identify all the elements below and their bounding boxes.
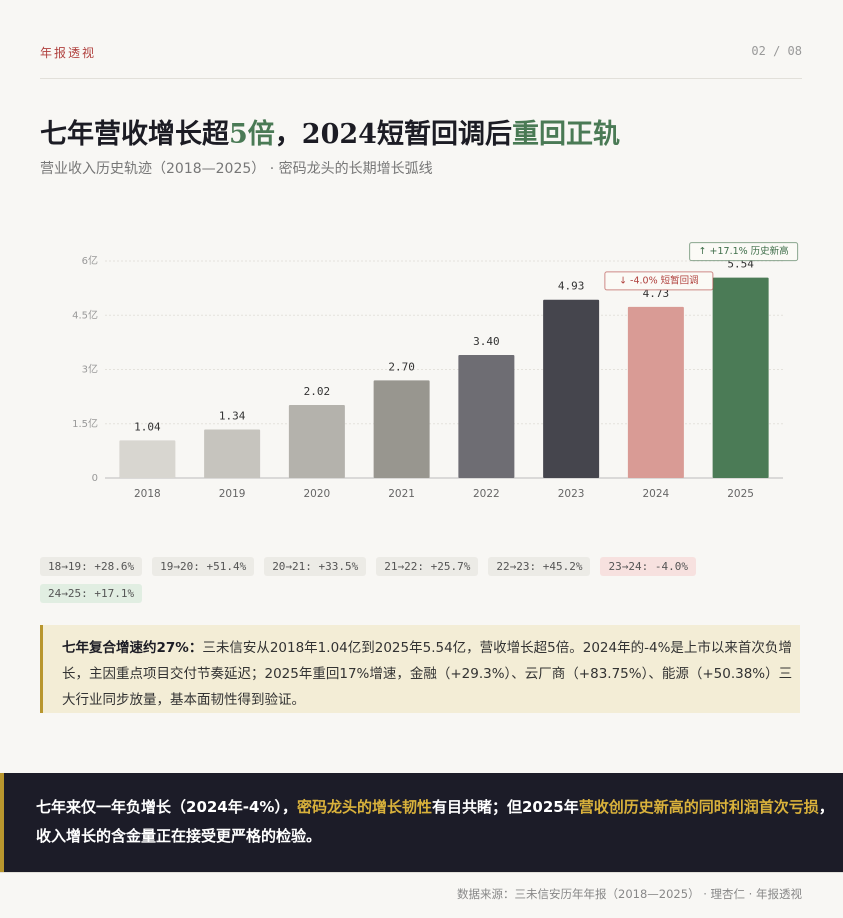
bar xyxy=(543,299,600,478)
banner-segment: 有目共睹；但2025年 xyxy=(431,798,579,816)
callout-body: 三未信安从2018年1.04亿到2025年5.54亿，营收增长超5倍。2024年… xyxy=(62,640,793,708)
bar xyxy=(373,380,430,478)
growth-tag: 19→20: +51.4% xyxy=(152,557,255,576)
value-label: 2.70 xyxy=(388,360,415,373)
section-label: 年报透视 xyxy=(40,46,97,60)
y-tick-label: 4.5亿 xyxy=(72,308,98,321)
growth-tag: 24→25: +17.1% xyxy=(40,584,143,603)
y-tick-label: 6亿 xyxy=(82,254,98,267)
banner: 七年来仅一年负增长（2024年-4%），密码龙头的增长韧性有目共睹；但2025年… xyxy=(0,773,843,872)
annotation: ↓ -4.0% 短暂回调 xyxy=(619,274,699,286)
growth-tag: 23→24: -4.0% xyxy=(600,557,696,576)
growth-tag: 21→22: +25.7% xyxy=(376,557,479,576)
title-segment: 重回正轨 xyxy=(511,119,620,150)
x-tick-label: 2018 xyxy=(134,488,161,500)
title-segment: ，2024短暂回调后 xyxy=(274,119,512,150)
annotation-box xyxy=(604,271,714,291)
growth-tags: 18→19: +28.6% 19→20: +51.4% 20→21: +33.5% 2… xyxy=(40,557,740,603)
callout-lead: 七年复合增速约27%： xyxy=(62,640,203,656)
growth-tag: 18→19: +28.6% xyxy=(40,557,143,576)
growth-tag: 22→23: +45.2% xyxy=(488,557,591,576)
banner-segment: 营收创历史新高的同时利润首次亏损 xyxy=(578,798,819,816)
bar xyxy=(288,404,345,478)
growth-tag: 20→21: +33.5% xyxy=(264,557,367,576)
banner-segment: 七年来仅一年负增长（2024年-4%）， xyxy=(36,798,297,816)
annotation: ↑ +17.1% 历史新高 xyxy=(699,245,789,257)
subtitle: 营业收入历史轨迹（2018—2025） · 密码龙头的长期增长弧线 xyxy=(40,161,433,177)
page-number: 02 / 08 xyxy=(751,44,802,58)
bar xyxy=(627,306,684,478)
y-tick-label: 0 xyxy=(92,473,98,484)
bar xyxy=(458,355,515,478)
x-tick-label: 2024 xyxy=(643,488,670,500)
banner-segment: ，收入增长的含金量正在接受更严格的检验。 xyxy=(36,798,834,845)
bar xyxy=(712,277,769,478)
value-label: 1.34 xyxy=(219,410,246,423)
title: 七年营收增长超5倍，2024短暂回调后重回正轨 xyxy=(40,112,620,151)
y-tick-label: 1.5亿 xyxy=(72,417,98,430)
value-label: 3.40 xyxy=(473,335,500,348)
x-tick-label: 2022 xyxy=(473,488,500,500)
title-segment: 七年营收增长超 xyxy=(40,119,229,150)
x-tick-label: 2019 xyxy=(219,488,246,500)
footer: 数据来源：三未信安历年年报（2018—2025） · 理杏仁 · 年报透视 xyxy=(457,887,802,901)
x-tick-label: 2025 xyxy=(727,488,754,500)
y-tick-label: 3亿 xyxy=(82,363,98,376)
banner-segment: 密码龙头的增长韧性 xyxy=(296,798,432,816)
chart: 0 1.5亿 3亿 4.5亿 6亿 1.04 2018 1.34 2019 2.02 2020 2.7… xyxy=(72,242,799,500)
divider xyxy=(0,872,843,873)
value-label: 2.02 xyxy=(304,385,331,398)
x-tick-label: 2020 xyxy=(304,488,331,500)
value-label: 4.93 xyxy=(558,280,585,293)
bar xyxy=(119,440,176,478)
value-label: 1.04 xyxy=(134,420,161,433)
callout: 七年复合增速约27%：三未信安从2018年1.04亿到2025年5.54亿，营收… xyxy=(40,625,800,713)
x-tick-label: 2021 xyxy=(388,488,415,500)
title-segment: 5倍 xyxy=(229,119,275,150)
x-tick-label: 2023 xyxy=(558,488,585,500)
divider xyxy=(40,78,802,79)
bar xyxy=(204,429,261,478)
annotation-box xyxy=(689,242,799,262)
